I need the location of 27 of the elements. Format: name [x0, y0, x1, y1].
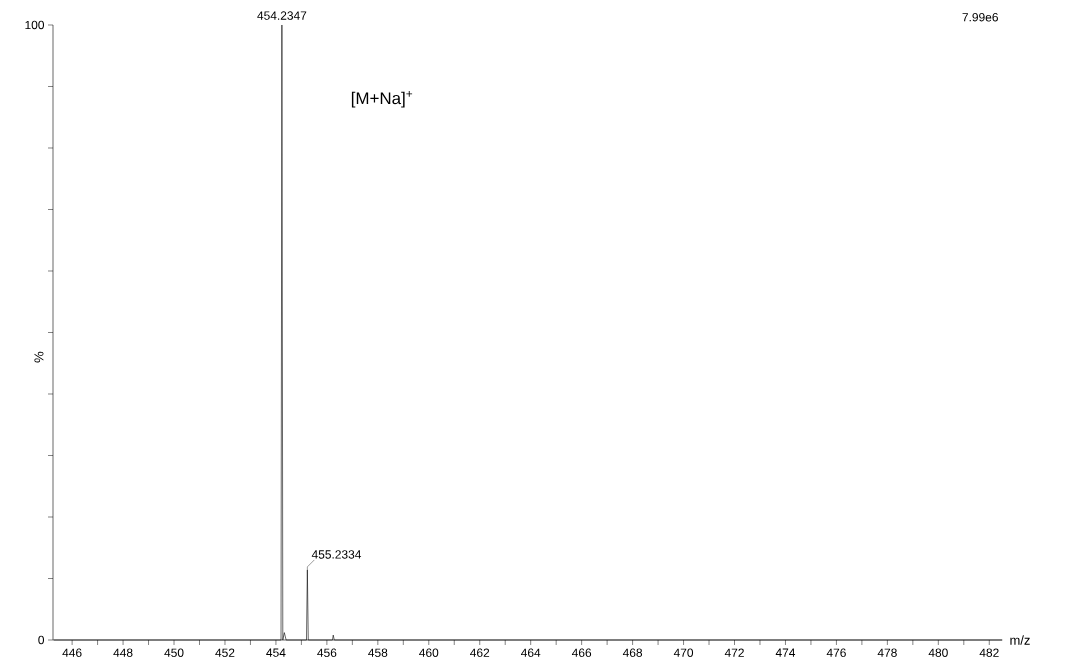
annotation: 455.2334 [311, 550, 362, 559]
y-tick-label: 0 [38, 635, 45, 645]
x-tick-label: 480 [928, 648, 948, 657]
x-tick-label: 464 [521, 648, 541, 657]
annotation: 454.2347 [257, 11, 307, 20]
x-tick-label: 476 [826, 648, 846, 657]
x-tick-label: 458 [368, 648, 388, 657]
x-tick-label: 448 [113, 648, 133, 657]
x-tick-label: 474 [775, 648, 796, 657]
x-tick-label: 470 [673, 648, 694, 657]
x-tick-label: 466 [571, 648, 592, 657]
x-tick-label: 450 [164, 648, 184, 657]
x-tick-label: 462 [470, 648, 490, 657]
x-tick-label: 482 [979, 648, 999, 657]
x-axis-title: m/z [1010, 635, 1030, 645]
x-tick-label: 456 [317, 648, 337, 657]
x-tick-label: 472 [724, 648, 744, 657]
y-tick-label: 100 [25, 20, 45, 30]
x-tick-label: 460 [419, 648, 439, 657]
x-tick-label: 468 [622, 648, 643, 657]
y-axis-title: % [34, 351, 44, 363]
x-tick-label: 454 [266, 648, 286, 657]
text: 7.99e6 [962, 13, 998, 22]
annotation: [M+Na]$^{+}$ [351, 90, 413, 108]
x-tick-label: 478 [877, 648, 897, 657]
x-tick-label: 452 [215, 648, 235, 657]
x-tick-label: 446 [62, 648, 82, 657]
